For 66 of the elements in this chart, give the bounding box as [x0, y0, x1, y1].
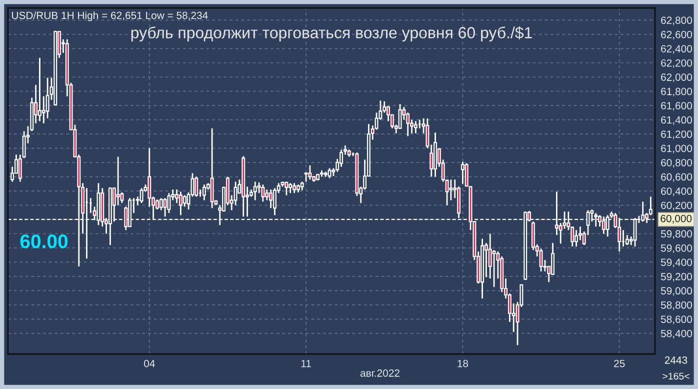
y-tick-label: 58,600: [660, 316, 692, 324]
x-tick-label: 25: [614, 360, 625, 368]
candlestick: [265, 188, 269, 201]
y-tick-label: 62,000: [661, 74, 692, 82]
candlestick: [46, 77, 50, 120]
ref-line-label: 60,000: [660, 214, 692, 224]
candlestick: [38, 57, 42, 122]
y-tick-label: 59,400: [660, 258, 692, 268]
candlestick: [234, 181, 238, 206]
text: рубль продолжит торговаться возле уровня 60 руб./$1: [131, 26, 532, 42]
candlestick: [539, 248, 543, 272]
candlestick: [398, 103, 402, 130]
candlestick: [194, 176, 198, 198]
candlestick: [641, 200, 645, 222]
text: 2443: [664, 356, 688, 364]
y-tick-label: 61,800: [661, 88, 692, 96]
y-tick-label: 58,400: [660, 330, 692, 338]
candlestick: [292, 182, 296, 194]
chart-subtitle: USD/RUB 1H High = 62,651 Low = 58,234: [12, 11, 208, 22]
y-tick-label: 60,800: [661, 158, 692, 168]
candlestick: [492, 249, 496, 288]
candlestick: [460, 161, 464, 185]
candlestick: [449, 178, 453, 201]
y-tick-label: 61,200: [661, 130, 692, 140]
candlestick: [328, 167, 332, 179]
y-tick-label: 62,600: [661, 30, 692, 40]
y-tick-label: 59,000: [660, 287, 692, 296]
x-tick-label: 04: [144, 360, 155, 368]
candlestick: [140, 187, 144, 204]
y-tick-label: 61,000: [661, 144, 692, 154]
x-axis-title: авг.2022: [360, 369, 400, 377]
y-tick-label: 62,800: [661, 16, 692, 26]
candlestick: [272, 187, 276, 216]
candlestick: [159, 197, 163, 211]
y-tick-label: 59,600: [660, 244, 692, 254]
candlestick: [210, 128, 214, 209]
x-tick-label: 18: [458, 360, 468, 368]
candlestick: [202, 184, 206, 201]
y-tick-label: 58,800: [660, 301, 692, 310]
y-tick-label: 60,400: [661, 187, 692, 196]
candlestick: [163, 197, 167, 218]
text: >165<: [662, 372, 690, 380]
candlestick: [574, 229, 578, 248]
x-tick-label: 11: [301, 360, 311, 368]
y-tick-label: 62,200: [661, 59, 692, 68]
y-tick-label: 61,600: [661, 102, 692, 111]
candlestick: [414, 120, 418, 134]
candlestick: [178, 190, 182, 216]
candlestick: [182, 194, 186, 208]
candlestick: [308, 164, 312, 180]
candlestick: [253, 181, 257, 201]
y-tick-label: 60,200: [661, 202, 692, 210]
y-tick-label: 62,400: [661, 45, 692, 54]
y-tick-label: 59,200: [660, 272, 692, 282]
candlestick: [288, 182, 292, 194]
y-tick-label: 61,400: [661, 116, 692, 125]
y-tick-label: 60,600: [661, 173, 692, 182]
candlestick: [269, 188, 273, 209]
candlestick: [340, 148, 344, 168]
candlestick: [625, 234, 629, 246]
annotation: 60.00: [20, 234, 68, 248]
candlestick: [284, 181, 288, 196]
candlestick: [116, 156, 120, 206]
candlestick: [261, 184, 265, 202]
candlestick: [167, 192, 171, 214]
y-tick-label: 59,800: [660, 230, 692, 239]
